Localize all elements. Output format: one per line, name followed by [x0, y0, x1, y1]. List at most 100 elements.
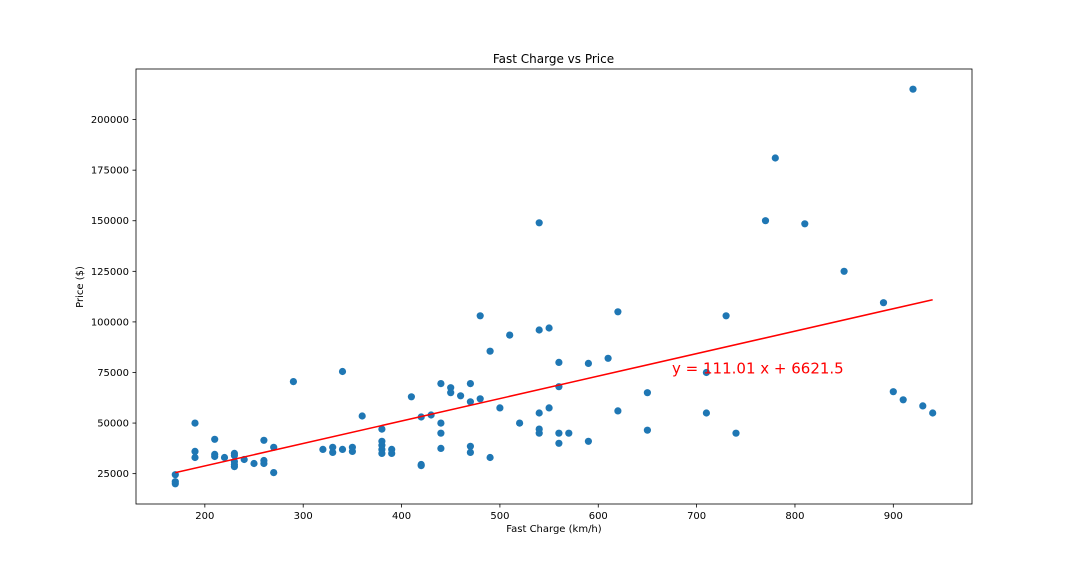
data-point — [447, 384, 455, 392]
data-point — [466, 442, 474, 450]
data-point — [899, 396, 907, 404]
y-tick-label: 125000 — [91, 267, 129, 278]
data-point — [535, 409, 543, 417]
data-point — [771, 154, 779, 162]
data-point — [545, 404, 553, 412]
regression-equation-label: y = 111.01 x + 6621.5 — [672, 360, 844, 378]
data-point — [535, 326, 543, 334]
data-point — [211, 452, 219, 461]
data-point — [732, 429, 740, 437]
data-point — [722, 312, 730, 320]
plot-frame — [135, 68, 973, 505]
x-axis: 200 300 400 500 600 700 800 900 — [195, 504, 903, 522]
data-point — [437, 429, 445, 437]
y-tick-label: 150000 — [91, 216, 129, 227]
data-point — [329, 443, 337, 451]
y-tick-label: 100000 — [91, 317, 129, 328]
data-point — [338, 367, 347, 376]
data-point — [565, 429, 573, 437]
data-point — [447, 389, 455, 397]
data-point — [702, 409, 711, 417]
x-tick-label: 700 — [687, 511, 706, 522]
data-point — [466, 398, 474, 406]
data-point — [289, 378, 297, 386]
data-point — [476, 395, 484, 403]
x-tick-label: 200 — [195, 511, 214, 522]
y-tick-label: 50000 — [97, 419, 129, 430]
y-axis-label: Price ($) — [75, 266, 86, 308]
x-tick-label: 500 — [490, 511, 509, 522]
data-point — [584, 359, 593, 367]
data-point — [338, 445, 347, 453]
x-tick-label: 800 — [785, 511, 804, 522]
data-point — [555, 439, 563, 447]
data-point — [191, 419, 199, 427]
data-point — [378, 449, 386, 457]
y-tick-label: 25000 — [97, 469, 129, 480]
data-point — [545, 324, 553, 332]
data-point — [909, 85, 917, 93]
x-tick-label: 400 — [392, 511, 411, 522]
data-point — [555, 429, 563, 437]
data-point — [761, 217, 770, 225]
data-point — [211, 435, 219, 443]
data-point — [643, 389, 652, 397]
y-tick-label: 175000 — [91, 166, 129, 177]
data-point — [437, 444, 445, 452]
data-point — [929, 409, 937, 417]
x-tick-label: 300 — [294, 511, 313, 522]
data-point — [840, 267, 848, 275]
data-point — [250, 459, 258, 468]
data-point — [407, 393, 415, 401]
data-point — [348, 447, 356, 455]
data-point — [889, 388, 897, 396]
plot-area — [171, 85, 937, 488]
data-point — [358, 412, 366, 420]
data-point — [702, 368, 711, 377]
data-point — [643, 426, 652, 434]
data-point — [388, 449, 396, 457]
data-point — [486, 347, 494, 355]
data-point — [171, 480, 179, 488]
data-point — [437, 380, 445, 388]
data-point — [535, 219, 543, 227]
data-point — [919, 402, 927, 410]
data-point — [516, 419, 524, 427]
data-point — [496, 404, 504, 412]
data-point — [230, 451, 238, 459]
data-point — [230, 463, 238, 471]
data-point — [476, 312, 484, 320]
y-tick-label: 75000 — [97, 368, 129, 379]
data-point — [506, 331, 514, 339]
data-point — [486, 453, 494, 462]
data-point — [879, 299, 888, 307]
x-tick-label: 900 — [884, 511, 903, 522]
y-tick-label: 200000 — [91, 115, 129, 126]
data-point — [378, 425, 386, 433]
data-point — [801, 220, 809, 228]
x-axis-label: Fast Charge (km/h) — [506, 524, 601, 535]
x-tick-label: 600 — [589, 511, 608, 522]
data-point — [555, 358, 563, 366]
data-point — [604, 354, 612, 362]
data-point — [466, 448, 474, 456]
regression-line — [175, 298, 933, 474]
data-point — [417, 462, 425, 470]
data-point — [319, 445, 327, 453]
y-axis: 25000 50000 75000 100000 125000 150000 175000 2… — [91, 115, 136, 480]
data-point — [584, 437, 593, 445]
data-point — [191, 447, 199, 455]
data-point — [466, 380, 474, 388]
data-point — [270, 469, 278, 477]
chart-title: Fast Charge vs Price — [493, 52, 614, 66]
data-point — [260, 436, 268, 444]
data-point — [614, 407, 622, 415]
data-point — [191, 453, 199, 462]
data-point — [220, 453, 229, 462]
data-point — [614, 308, 622, 316]
data-point — [457, 392, 465, 400]
data-point — [329, 448, 337, 456]
data-point — [260, 459, 268, 468]
data-point — [535, 429, 543, 437]
